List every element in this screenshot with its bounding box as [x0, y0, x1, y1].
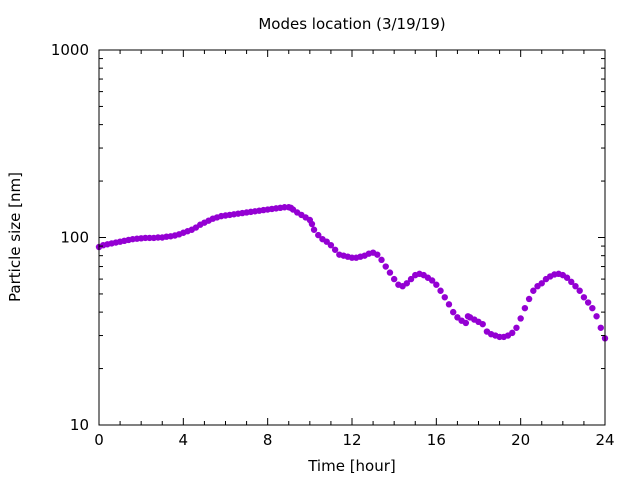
data-point	[593, 313, 600, 320]
x-axis-label: Time [hour]	[307, 457, 396, 475]
y-tick-label: 100	[60, 229, 89, 247]
data-point	[407, 275, 415, 283]
data-point	[390, 275, 398, 283]
data-point	[428, 277, 436, 284]
data-point	[576, 287, 583, 294]
x-tick-label: 16	[427, 431, 446, 449]
data-point	[521, 304, 529, 312]
data-point	[462, 319, 470, 327]
data-point	[315, 231, 322, 239]
data-point	[513, 324, 520, 331]
data-point	[441, 294, 448, 301]
chart-title: Modes location (3/19/19)	[258, 15, 445, 33]
y-axis-label: Particle size [nm]	[6, 172, 24, 302]
data-point	[509, 329, 516, 337]
x-axis-tick-labels: 0 4 8 12 16 20 24	[94, 431, 614, 449]
plot-frame	[98, 49, 606, 426]
data-point	[386, 269, 394, 276]
data-point	[479, 320, 486, 328]
data-point	[323, 238, 330, 245]
data-point	[437, 287, 444, 294]
y-tick-label: 10	[70, 416, 89, 434]
data-point	[310, 226, 318, 233]
data-point	[433, 281, 440, 288]
x-axis-ticks	[98, 50, 606, 425]
data-point	[568, 278, 575, 286]
data-point	[382, 263, 389, 270]
data-point	[445, 301, 453, 308]
y-tick-label: 1000	[51, 41, 89, 59]
data-point	[597, 324, 604, 331]
data-point	[525, 295, 533, 303]
data-point	[403, 280, 411, 287]
x-tick-label: 4	[179, 431, 189, 449]
data-point	[584, 299, 592, 306]
x-tick-label: 8	[263, 431, 273, 449]
y-axis-tick-labels: 10 100 1000	[51, 41, 89, 434]
data-point	[517, 315, 524, 322]
data-point	[327, 241, 335, 249]
x-tick-label: 20	[511, 431, 530, 449]
data-point	[580, 294, 588, 301]
data-point	[538, 280, 545, 287]
data-point	[572, 282, 579, 290]
data-points	[95, 204, 609, 342]
data-point	[589, 304, 596, 312]
data-point	[450, 308, 457, 316]
x-tick-label: 24	[595, 431, 614, 449]
data-point	[331, 246, 339, 253]
x-tick-label: 0	[94, 431, 104, 449]
x-tick-label: 12	[342, 431, 361, 449]
data-point	[374, 251, 381, 258]
data-point	[563, 274, 571, 281]
data-point	[308, 220, 316, 228]
data-point	[378, 256, 385, 264]
data-point	[530, 287, 537, 294]
